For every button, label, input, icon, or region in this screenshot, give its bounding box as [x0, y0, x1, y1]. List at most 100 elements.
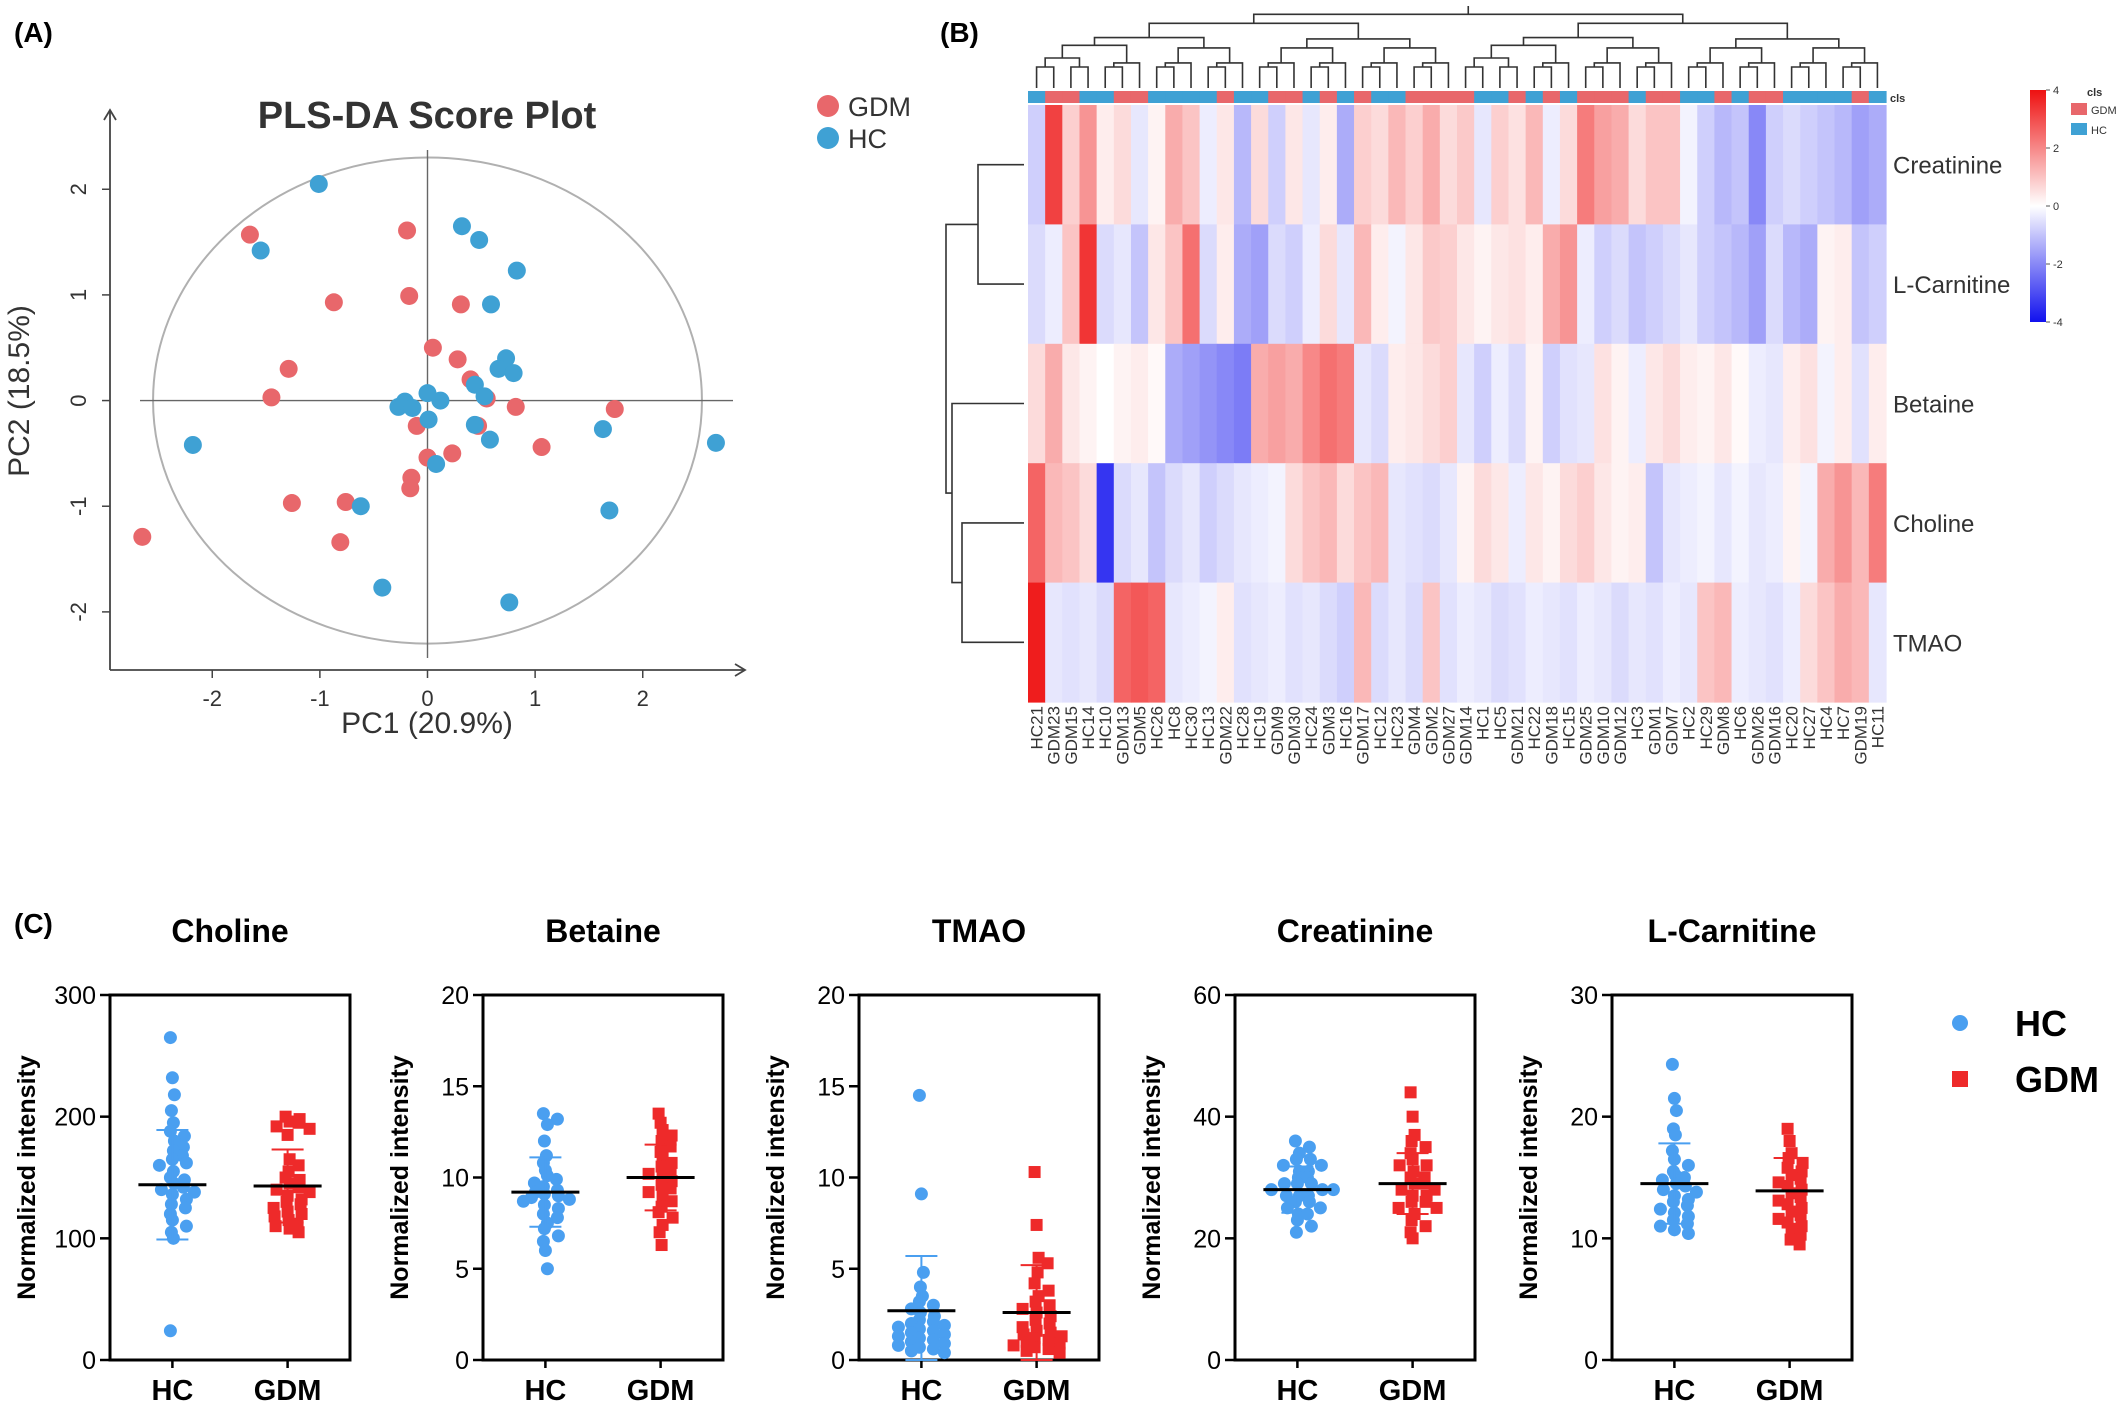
heatmap-cell — [1748, 105, 1767, 225]
class-bar-cell — [1628, 91, 1647, 103]
heatmap-cell — [1559, 224, 1578, 345]
data-point-gdm — [1043, 1299, 1056, 1312]
heatmap-cell — [1028, 582, 1046, 703]
heatmap-cell — [1559, 343, 1578, 464]
subplot-title: Creatinine — [1277, 913, 1433, 949]
class-bar-cell — [1439, 91, 1458, 103]
data-point-hc — [1680, 1198, 1694, 1212]
data-point-gdm — [1053, 1346, 1066, 1359]
data-point-hc — [537, 1134, 551, 1148]
heatmap-cell — [1062, 463, 1081, 584]
heatmap-column-label: GDM23 — [1045, 706, 1064, 765]
data-point-hc — [536, 1107, 550, 1121]
heatmap-cell — [1268, 463, 1286, 584]
heatmap-cell — [1680, 463, 1698, 584]
heatmap-cell — [1233, 343, 1252, 464]
category-label: HC — [524, 1375, 566, 1407]
heatmap-cell — [1748, 582, 1767, 703]
dendrogram-branch — [1207, 66, 1227, 88]
heatmap-cell — [1388, 343, 1407, 464]
class-bar-cell — [1045, 91, 1063, 103]
heatmap-cell — [1028, 463, 1046, 584]
data-point-hc — [1277, 1177, 1291, 1191]
heatmap-column-labels: HC21GDM23GDM15HC14HC10GDM13GDM5HC26HC8HC… — [1028, 706, 1888, 765]
heatmap-cell — [1371, 463, 1389, 584]
data-point-hc — [891, 1338, 905, 1352]
heatmap-cells — [1028, 105, 1887, 703]
y-tick-label: 5 — [831, 1256, 845, 1284]
heatmap-cell — [1594, 105, 1613, 225]
heatmap-cell — [1594, 463, 1613, 584]
data-point-hc — [538, 1244, 552, 1257]
heatmap-cell — [1474, 343, 1492, 464]
dendrogram-branch — [1812, 47, 1866, 63]
heatmap-column-label: GDM9 — [1268, 706, 1287, 755]
data-point-hc — [537, 1222, 551, 1236]
heatmap-cell — [1628, 582, 1647, 703]
data-point-gdm — [1793, 1238, 1806, 1251]
category-label: HC — [900, 1375, 942, 1407]
heatmap-cell — [1422, 105, 1441, 225]
heatmap-cell — [1182, 463, 1201, 584]
class-bar-cell — [1491, 91, 1510, 103]
heatmap-cell — [1645, 105, 1664, 225]
y-tick-label: 200 — [54, 1104, 96, 1132]
subplot-frame — [108, 993, 352, 1362]
y-tick-label: 20 — [817, 982, 845, 1010]
heatmap-cell — [1765, 582, 1784, 703]
heatmap-cell — [1628, 463, 1647, 584]
data-point-gdm — [664, 1140, 677, 1153]
data-point-gdm — [1419, 1220, 1432, 1233]
class-bar-cell — [1233, 91, 1252, 103]
data-point-hc — [1300, 1207, 1314, 1221]
data-point-gdm — [270, 1120, 283, 1133]
heatmap-cell — [1062, 224, 1081, 345]
subplot-frame — [857, 993, 1101, 1362]
legend-hc-text: HC — [2015, 1003, 2067, 1044]
legend-gdm-label: GDM — [848, 92, 911, 122]
panel-a-pls-da-score-plot: (A) PLS-DA Score Plot -2 -1 0 1 2 -2 -1 0 1 2 PC1… — [3, 17, 911, 740]
data-point-hc — [1288, 1134, 1302, 1148]
heatmap-cell — [1113, 582, 1132, 703]
dendrogram-branch — [1577, 22, 1789, 39]
y-tick-label: 30 — [1570, 982, 1598, 1010]
heatmap-cell — [1045, 343, 1063, 464]
heatmap-cell — [1405, 343, 1424, 464]
data-point-hc — [1653, 1219, 1667, 1233]
score-point-hc — [419, 410, 438, 429]
heatmap-cell — [1062, 343, 1081, 464]
heatmap-cell — [1611, 463, 1630, 584]
data-point-hc — [937, 1327, 951, 1341]
heatmap-cell — [1457, 105, 1475, 225]
heatmap-cell — [1800, 224, 1818, 345]
color-scale-tick-label: 4 — [2053, 85, 2059, 97]
heatmap-cell — [1113, 224, 1132, 345]
heatmap-cell — [1868, 224, 1887, 345]
y-tick-label: 20 — [441, 982, 469, 1010]
column-dendrogram — [1035, 6, 1879, 88]
heatmap-column-label: GDM14 — [1457, 706, 1476, 765]
score-point-hc — [480, 430, 499, 449]
heatmap-row-label: Betaine — [1893, 392, 1974, 419]
heatmap-cell — [1817, 463, 1836, 584]
heatmap-column-label: GDM26 — [1748, 706, 1767, 765]
data-point-gdm — [1053, 1337, 1066, 1350]
heatmap-cell — [1714, 224, 1733, 345]
data-point-gdm — [295, 1208, 308, 1220]
subplot-l-carnitine: L-Carnitine 0 10 20 30 Normalized intensity HC… — [1515, 913, 1854, 1407]
heatmap-cell — [1130, 224, 1149, 345]
data-point-hc — [165, 1071, 179, 1085]
x-tick-label: 1 — [529, 686, 541, 711]
data-point-hc — [550, 1211, 564, 1225]
heatmap-column-label: HC28 — [1234, 706, 1253, 749]
heatmap-cell — [1233, 463, 1252, 584]
class-bar-cell — [1319, 91, 1338, 103]
heatmap-cell — [1113, 343, 1132, 464]
heatmap-cell — [1354, 463, 1372, 584]
heatmap-column-label: HC11 — [1868, 706, 1887, 748]
data-point-gdm — [1043, 1317, 1056, 1330]
heatmap-column-label: GDM3 — [1319, 706, 1338, 755]
subplot-creatinine: Creatinine 0 20 40 60 Normalized intensity HC G… — [1138, 913, 1477, 1407]
y-tick-label: 20 — [1193, 1225, 1221, 1253]
